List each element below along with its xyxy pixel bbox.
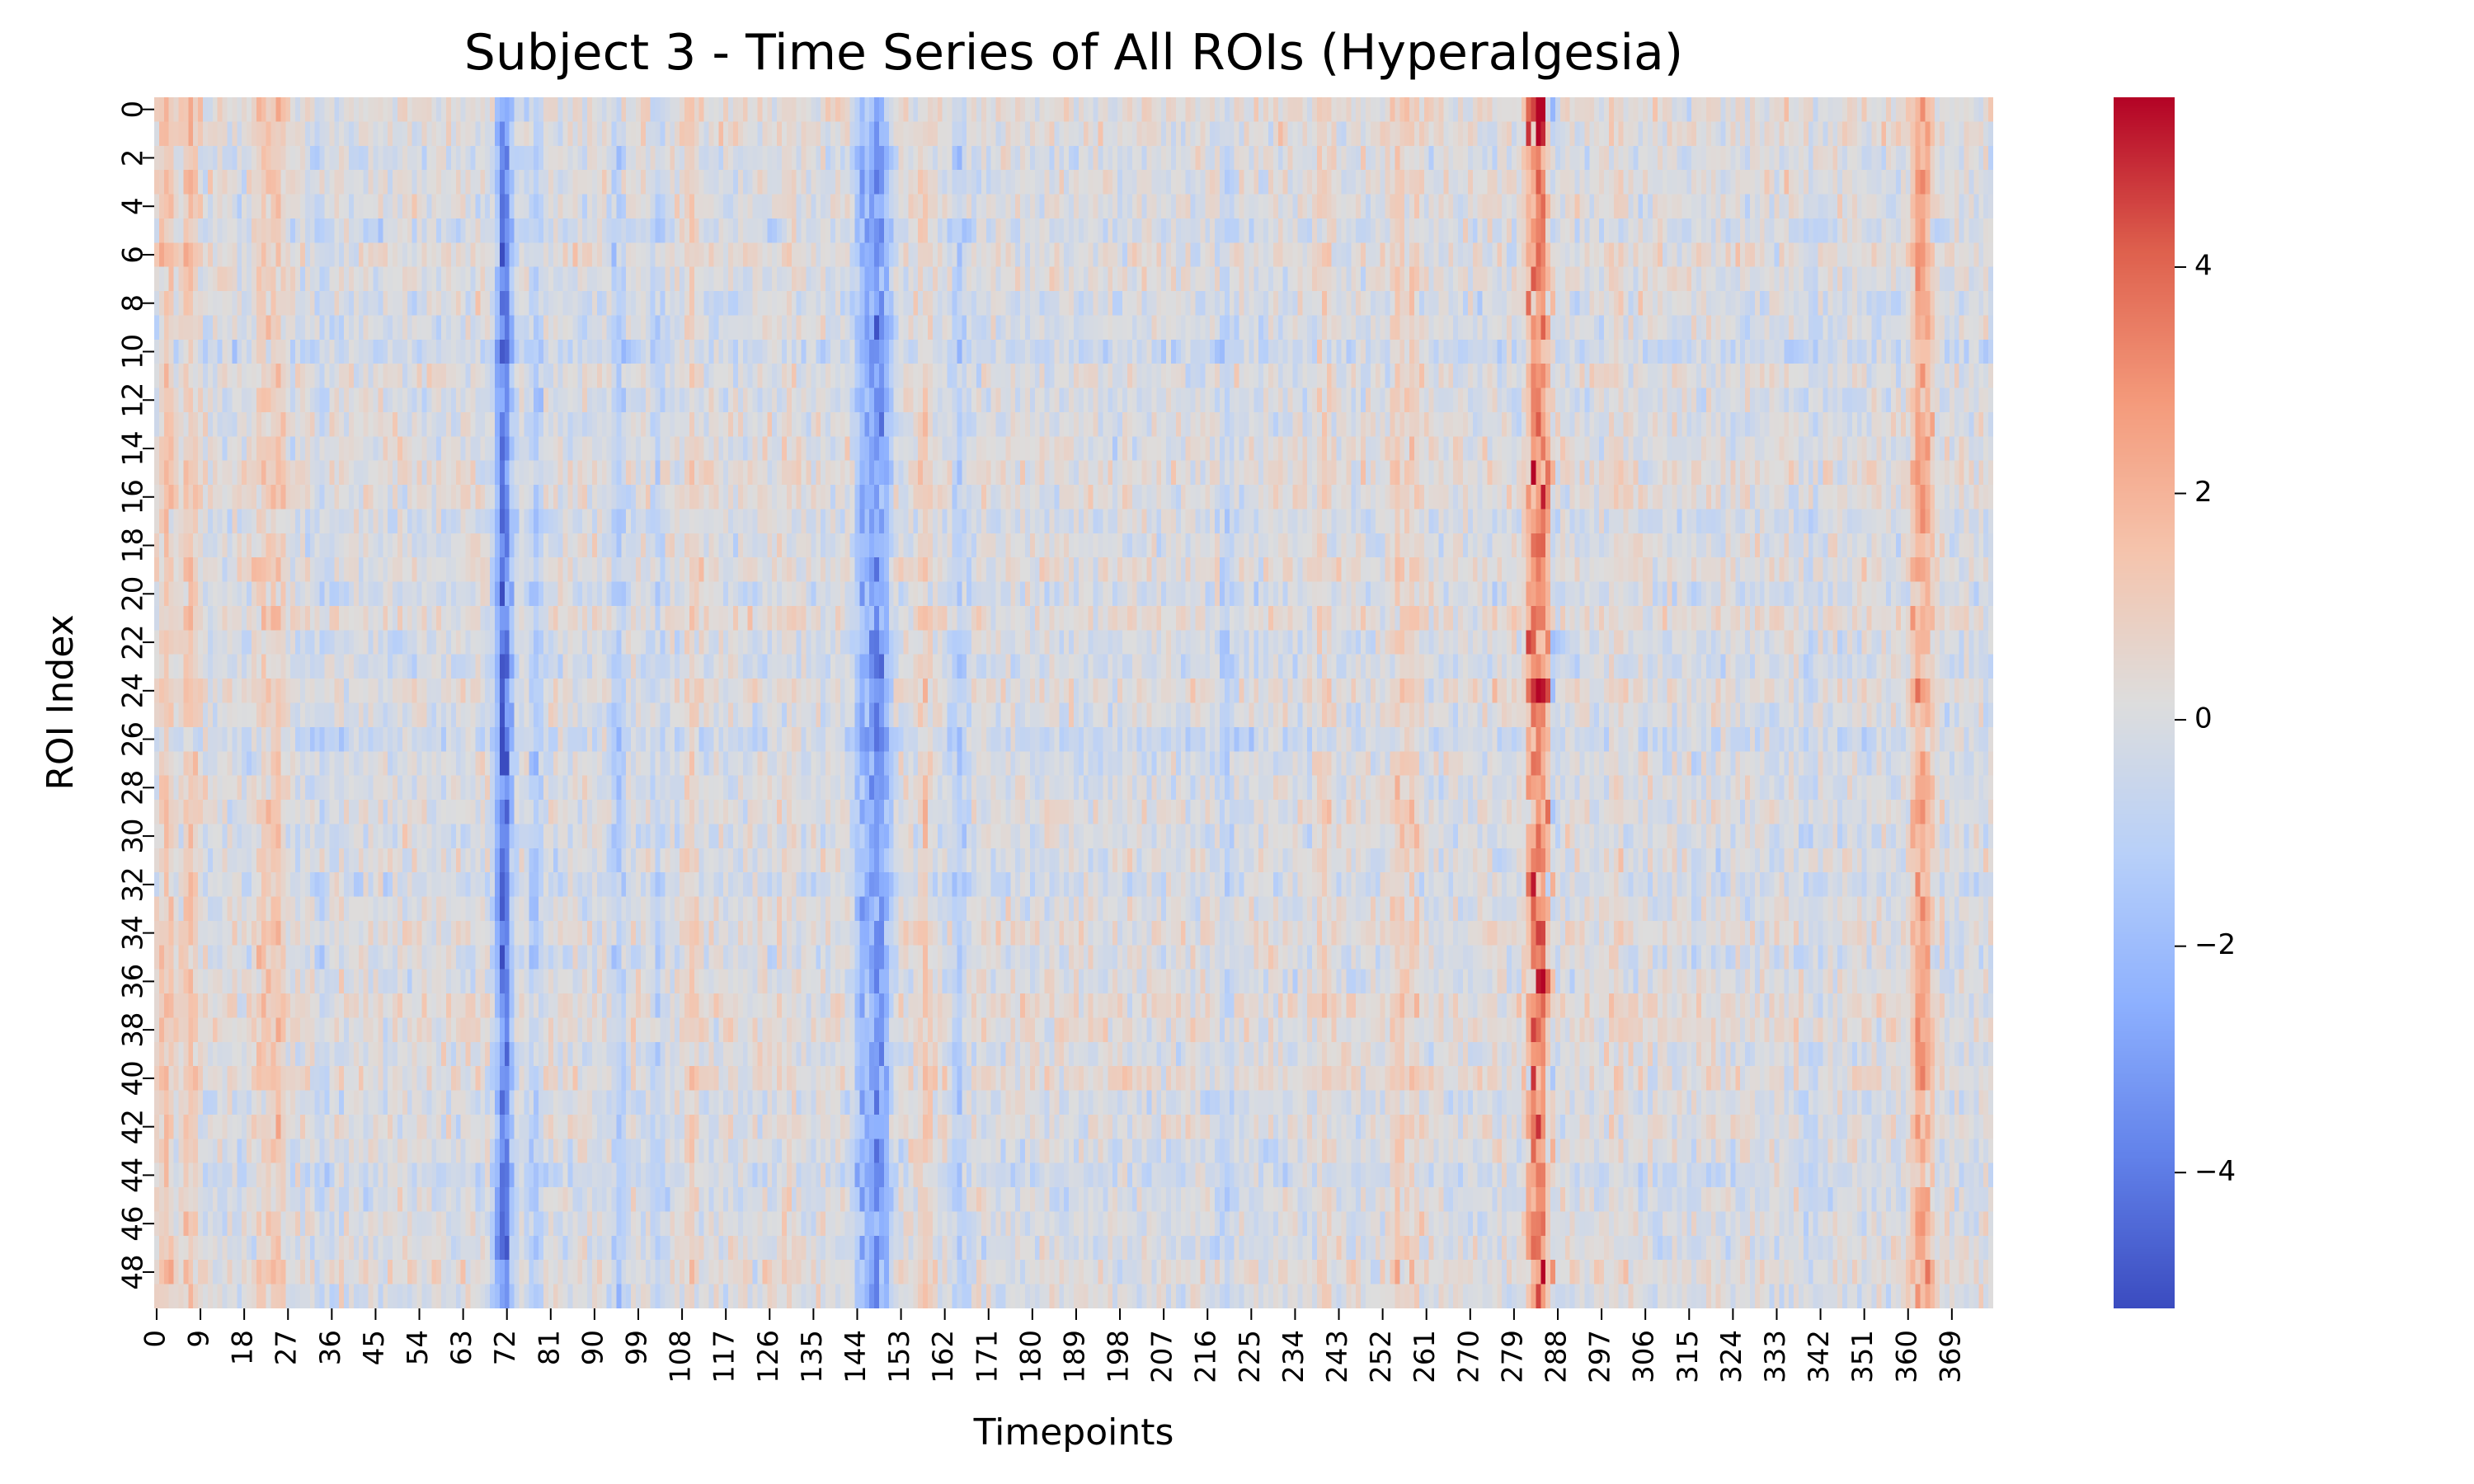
- y-tick-label: 48: [117, 1254, 150, 1289]
- x-tick-label: 351: [1846, 1330, 1879, 1383]
- x-tick-label: 126: [752, 1330, 785, 1383]
- x-tick-label: 270: [1452, 1330, 1485, 1383]
- x-tick-label: 153: [883, 1330, 916, 1383]
- y-tick-label: 30: [117, 818, 150, 853]
- y-tick-label: 18: [117, 528, 150, 563]
- x-tick-label: 72: [489, 1330, 522, 1365]
- y-tick-label: 40: [117, 1060, 150, 1096]
- x-tick-label: 189: [1058, 1330, 1091, 1383]
- x-tick-label: 27: [270, 1330, 303, 1365]
- y-tick-label: 34: [117, 915, 150, 951]
- x-tick-label: 36: [314, 1330, 347, 1365]
- y-tick-label: 46: [117, 1206, 150, 1242]
- colorbar-tick-label: 0: [2194, 702, 2213, 735]
- x-tick-label: 45: [358, 1330, 391, 1365]
- x-tick-label: 342: [1803, 1330, 1836, 1383]
- chart-title: Subject 3 - Time Series of All ROIs (Hyp…: [464, 24, 1683, 82]
- y-axis-label: ROI Index: [40, 614, 82, 790]
- y-tick-label: 28: [117, 770, 150, 805]
- y-tick-label: 14: [117, 430, 150, 466]
- x-tick-label: 0: [139, 1330, 172, 1348]
- y-tick-label: 8: [117, 294, 150, 312]
- y-tick-label: 38: [117, 1012, 150, 1047]
- x-tick-label: 162: [927, 1330, 960, 1383]
- x-tick-label: 315: [1672, 1330, 1705, 1383]
- x-tick-label: 324: [1715, 1330, 1748, 1383]
- y-tick-label: 20: [117, 576, 150, 612]
- y-tick-label: 44: [117, 1158, 150, 1193]
- x-tick-label: 198: [1103, 1330, 1136, 1383]
- y-tick-label: 10: [117, 334, 150, 369]
- x-tick-label: 252: [1365, 1330, 1398, 1383]
- x-tick-label: 279: [1496, 1330, 1529, 1383]
- heatmap-cells: [154, 97, 1993, 1308]
- colorbar: [2114, 97, 2175, 1308]
- x-tick-label: 99: [620, 1330, 653, 1365]
- x-tick-label: 261: [1409, 1330, 1442, 1383]
- colorbar-tick-label: −4: [2194, 1155, 2236, 1188]
- x-tick-label: 117: [708, 1330, 741, 1383]
- x-axis-label: Timepoints: [973, 1411, 1174, 1453]
- x-tick-label: 297: [1584, 1330, 1617, 1383]
- y-tick-label: 0: [117, 101, 150, 119]
- y-tick-label: 26: [117, 721, 150, 757]
- x-tick-label: 180: [1014, 1330, 1047, 1383]
- x-tick-label: 171: [971, 1330, 1004, 1383]
- x-tick-label: 135: [796, 1330, 829, 1383]
- x-tick-label: 81: [533, 1330, 566, 1365]
- x-tick-label: 9: [183, 1330, 216, 1348]
- x-tick-label: 369: [1934, 1330, 1967, 1383]
- x-tick-label: 90: [576, 1330, 609, 1365]
- x-tick-label: 243: [1321, 1330, 1354, 1383]
- x-tick-label: 63: [445, 1330, 478, 1365]
- x-tick-label: 207: [1146, 1330, 1179, 1383]
- x-axis-ticks: 0 9 18 27 36 45 54 63 72 81 90 99 108 117 126 135 144 153…: [139, 1308, 1967, 1383]
- x-tick-label: 144: [840, 1330, 872, 1383]
- y-tick-label: 12: [117, 383, 150, 418]
- y-tick-label: 16: [117, 479, 150, 514]
- x-tick-label: 54: [402, 1330, 435, 1365]
- y-tick-label: 2: [117, 149, 150, 167]
- y-tick-label: 42: [117, 1109, 150, 1144]
- x-tick-label: 108: [665, 1330, 698, 1383]
- colorbar-tick-label: −2: [2194, 928, 2236, 961]
- y-tick-label: 32: [117, 866, 150, 902]
- x-tick-label: 288: [1540, 1330, 1573, 1383]
- x-tick-label: 333: [1759, 1330, 1792, 1383]
- x-tick-label: 360: [1890, 1330, 1923, 1383]
- x-tick-label: 216: [1190, 1330, 1223, 1383]
- colorbar-ticks: 4 2 0 −2 −4: [2175, 249, 2236, 1188]
- x-tick-label: 306: [1628, 1330, 1661, 1383]
- y-tick-label: 4: [117, 197, 150, 215]
- x-tick-label: 234: [1277, 1330, 1310, 1383]
- y-tick-label: 36: [117, 964, 150, 999]
- colorbar-tick-label: 4: [2194, 249, 2213, 282]
- y-tick-label: 22: [117, 624, 150, 660]
- y-axis-ticks: 0246810121416182022242628303234363840424…: [117, 101, 154, 1290]
- x-tick-label: 225: [1234, 1330, 1267, 1383]
- y-tick-label: 6: [117, 246, 150, 264]
- colorbar-tick-label: 2: [2194, 476, 2213, 509]
- x-tick-label: 18: [227, 1330, 260, 1365]
- y-tick-label: 24: [117, 673, 150, 708]
